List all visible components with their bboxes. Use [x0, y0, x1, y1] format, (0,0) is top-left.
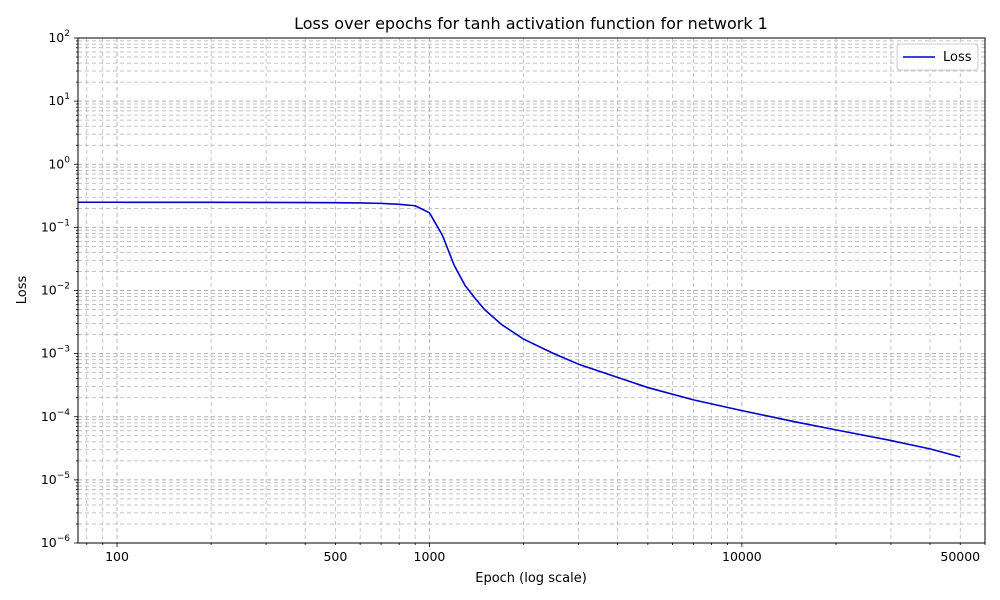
y-tick-label: 10−3 — [41, 345, 70, 361]
chart-title: Loss over epochs for tanh activation fun… — [294, 14, 768, 33]
legend-label: Loss — [943, 50, 972, 65]
x-tick-label: 50000 — [940, 549, 980, 564]
y-tick-label: 10−4 — [41, 408, 70, 424]
series-line-0 — [78, 201, 961, 458]
legend: Loss — [896, 43, 979, 71]
y-tick-label: 10−6 — [41, 534, 70, 550]
legend-box — [896, 43, 979, 71]
x-axis-label: Epoch (log scale) — [475, 571, 587, 586]
y-tick-label: 10−1 — [41, 218, 70, 234]
tick-layer: 100 500 1000 10000 50000 10−6 10−5 10−4 10−3 10−2… — [41, 29, 986, 564]
y-tick-label: 101 — [48, 92, 70, 108]
grid-layer — [78, 37, 986, 544]
x-tick-label: 500 — [323, 549, 347, 564]
series-layer — [78, 201, 961, 458]
y-tick-label: 100 — [48, 155, 70, 171]
x-tick-label: 100 — [105, 549, 129, 564]
y-tick-label: 10−2 — [41, 282, 70, 298]
y-tick-label: 10−5 — [41, 471, 70, 487]
y-tick-label: 102 — [48, 29, 70, 45]
x-tick-label: 10000 — [722, 549, 762, 564]
y-axis-label: Loss — [15, 276, 30, 305]
x-tick-label: 1000 — [414, 549, 446, 564]
